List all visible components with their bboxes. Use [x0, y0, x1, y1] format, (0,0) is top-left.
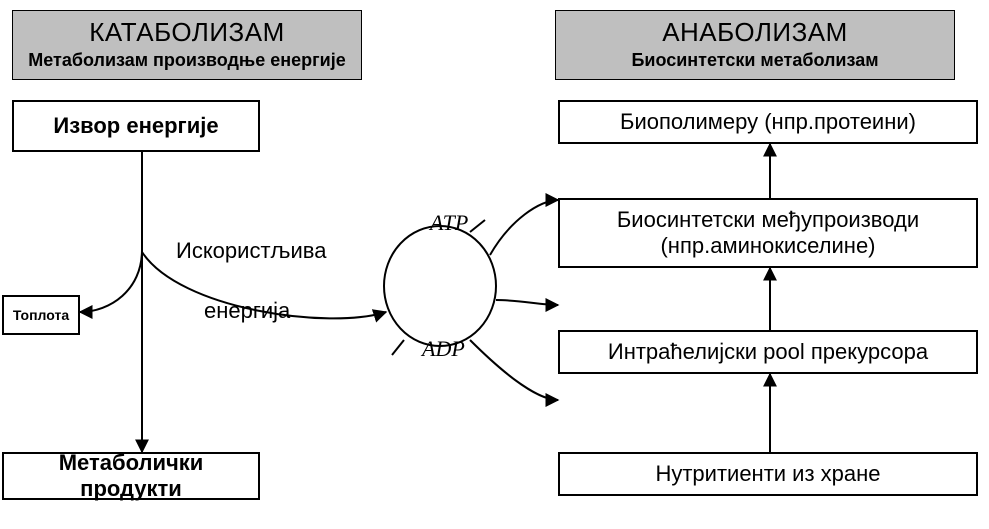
- node-biosynthetic-intermediates: Биосинтетски међупроизводи (нпр.аминокис…: [558, 198, 978, 268]
- edge-cycle-ellipse: [384, 226, 496, 346]
- node-energy-source-label: Извор енергије: [53, 113, 218, 139]
- diagram-stage: КАТАБОЛИЗАМ Метаболизам производње енерг…: [0, 0, 989, 529]
- node-nutrients: Нутритиенти из хране: [558, 452, 978, 496]
- node-metabolic-products-label: Метаболички продукти: [10, 450, 252, 503]
- node-biosyn-l1: Биосинтетски међупроизводи: [617, 207, 919, 233]
- label-usable-energy-line2: енергија: [204, 298, 290, 324]
- header-anabolism: АНАБОЛИЗАМ Биосинтетски метаболизам: [555, 10, 955, 80]
- node-nutrients-label: Нутритиенти из хране: [655, 461, 880, 487]
- node-biosyn-l2: (нпр.аминокиселине): [660, 233, 875, 259]
- label-adp: ADP: [422, 336, 465, 362]
- header-catabolism-subtitle: Метаболизам производње енергије: [17, 50, 357, 71]
- node-energy-source: Извор енергије: [12, 100, 260, 152]
- node-heat: Топлота: [2, 295, 80, 335]
- edge-atp-to-pool: [496, 300, 558, 305]
- node-intracellular-pool: Интраћелијски pool прекурсора: [558, 330, 978, 374]
- node-biopolymers-label: Биополимеру (нпр.протеини): [620, 109, 916, 135]
- header-catabolism-title: КАТАБОЛИЗАМ: [17, 17, 357, 48]
- node-biopolymers: Биополимеру (нпр.протеини): [558, 100, 978, 144]
- edge-atp-to-biosyn: [490, 200, 558, 255]
- header-anabolism-subtitle: Биосинтетски метаболизам: [560, 50, 950, 71]
- edge-adp-out: [470, 340, 558, 400]
- node-heat-label: Топлота: [13, 307, 69, 324]
- edge-src-to-heat: [80, 250, 142, 312]
- header-catabolism: КАТАБОЛИЗАМ Метаболизам производње енерг…: [12, 10, 362, 80]
- header-anabolism-title: АНАБОЛИЗАМ: [560, 17, 950, 48]
- node-metabolic-products: Метаболички продукти: [2, 452, 260, 500]
- label-usable-energy-line1: Искористљива: [176, 238, 326, 264]
- edge-atp-tick-bot: [392, 340, 404, 355]
- label-atp: ATP: [430, 210, 468, 236]
- edge-atp-tick-top: [470, 220, 485, 232]
- node-pool-label: Интраћелијски pool прекурсора: [608, 339, 928, 365]
